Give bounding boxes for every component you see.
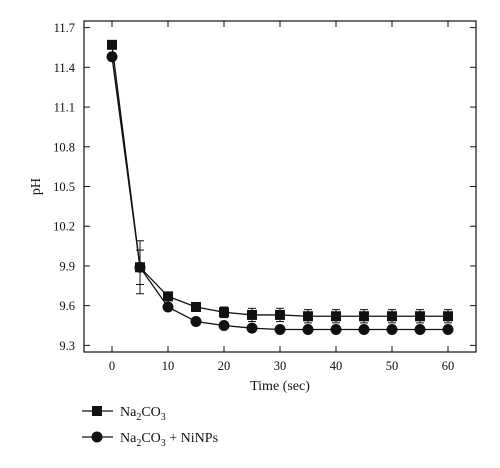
legend-label: Na2CO3 + NiNPs: [120, 431, 218, 449]
y-tick-label: 10.8: [53, 140, 75, 154]
data-point: [190, 316, 202, 328]
data-point: [191, 301, 201, 312]
data-point: [246, 322, 258, 334]
data-point: [359, 311, 369, 322]
legend-marker: [91, 431, 103, 443]
y-tick-label: 11.4: [54, 61, 76, 75]
data-point: [387, 311, 397, 322]
series-line: [111, 44, 448, 317]
legend-text-part: CO: [141, 405, 160, 420]
y-tick-label: 10.5: [53, 180, 75, 194]
x-tick-label: 10: [162, 359, 175, 373]
legend-subscript: 3: [161, 438, 166, 449]
data-point: [162, 301, 174, 313]
series-na2co3-ninps: [106, 51, 454, 335]
x-tick-label: 0: [109, 359, 115, 373]
y-tick-label: 9.9: [59, 259, 75, 273]
legend-text-part: Na: [120, 431, 137, 446]
legend-text-part: + NiNPs: [166, 431, 218, 446]
legend-text-part: Na: [120, 405, 137, 420]
y-tick-label: 9.3: [59, 339, 75, 353]
y-tick-label: 10.2: [53, 220, 75, 234]
legend-text-part: CO: [141, 431, 160, 446]
data-point: [163, 291, 173, 302]
legend-item: Na2CO3 + NiNPs: [82, 431, 218, 449]
data-point: [330, 323, 342, 335]
data-point: [386, 323, 398, 335]
data-point: [415, 311, 425, 322]
x-tick-label: 40: [330, 359, 343, 373]
plot-area: 0 10 20 30 40 50 60 9.3 9.6 9.9 10.2 10.5 10.8 11.1 11…: [29, 20, 477, 394]
legend-item: Na2CO3: [82, 405, 166, 423]
x-axis-label: Time (sec): [250, 379, 310, 394]
x-tick-label: 60: [442, 359, 455, 373]
series-na2co3: [107, 39, 453, 324]
data-point: [331, 311, 341, 322]
y-tick-label: 11.1: [54, 101, 75, 115]
legend-subscript: 3: [161, 412, 166, 423]
data-point: [275, 309, 285, 320]
data-point: [302, 323, 314, 335]
data-point: [414, 323, 426, 335]
x-tick-label: 30: [274, 359, 287, 373]
data-point: [106, 51, 118, 63]
series-line: [111, 56, 448, 331]
data-point: [107, 39, 117, 50]
plot-frame: [83, 20, 477, 353]
data-point: [219, 307, 229, 318]
x-tick-label: 20: [218, 359, 231, 373]
data-point: [218, 320, 230, 332]
y-tick-label: 11.7: [54, 21, 75, 35]
data-point: [303, 311, 313, 322]
data-point: [247, 309, 257, 320]
data-point: [443, 311, 453, 322]
legend-label: Na2CO3: [120, 405, 166, 423]
y-axis-label: pH: [29, 178, 44, 195]
y-tick-label: 9.6: [59, 299, 75, 313]
data-point: [274, 323, 286, 335]
legend-marker: [92, 406, 102, 416]
data-point: [442, 323, 454, 335]
legend-subscript: 2: [136, 438, 141, 449]
x-tick-label: 50: [386, 359, 399, 373]
legend-subscript: 2: [136, 412, 141, 423]
data-point: [134, 261, 146, 273]
data-point: [358, 323, 370, 335]
